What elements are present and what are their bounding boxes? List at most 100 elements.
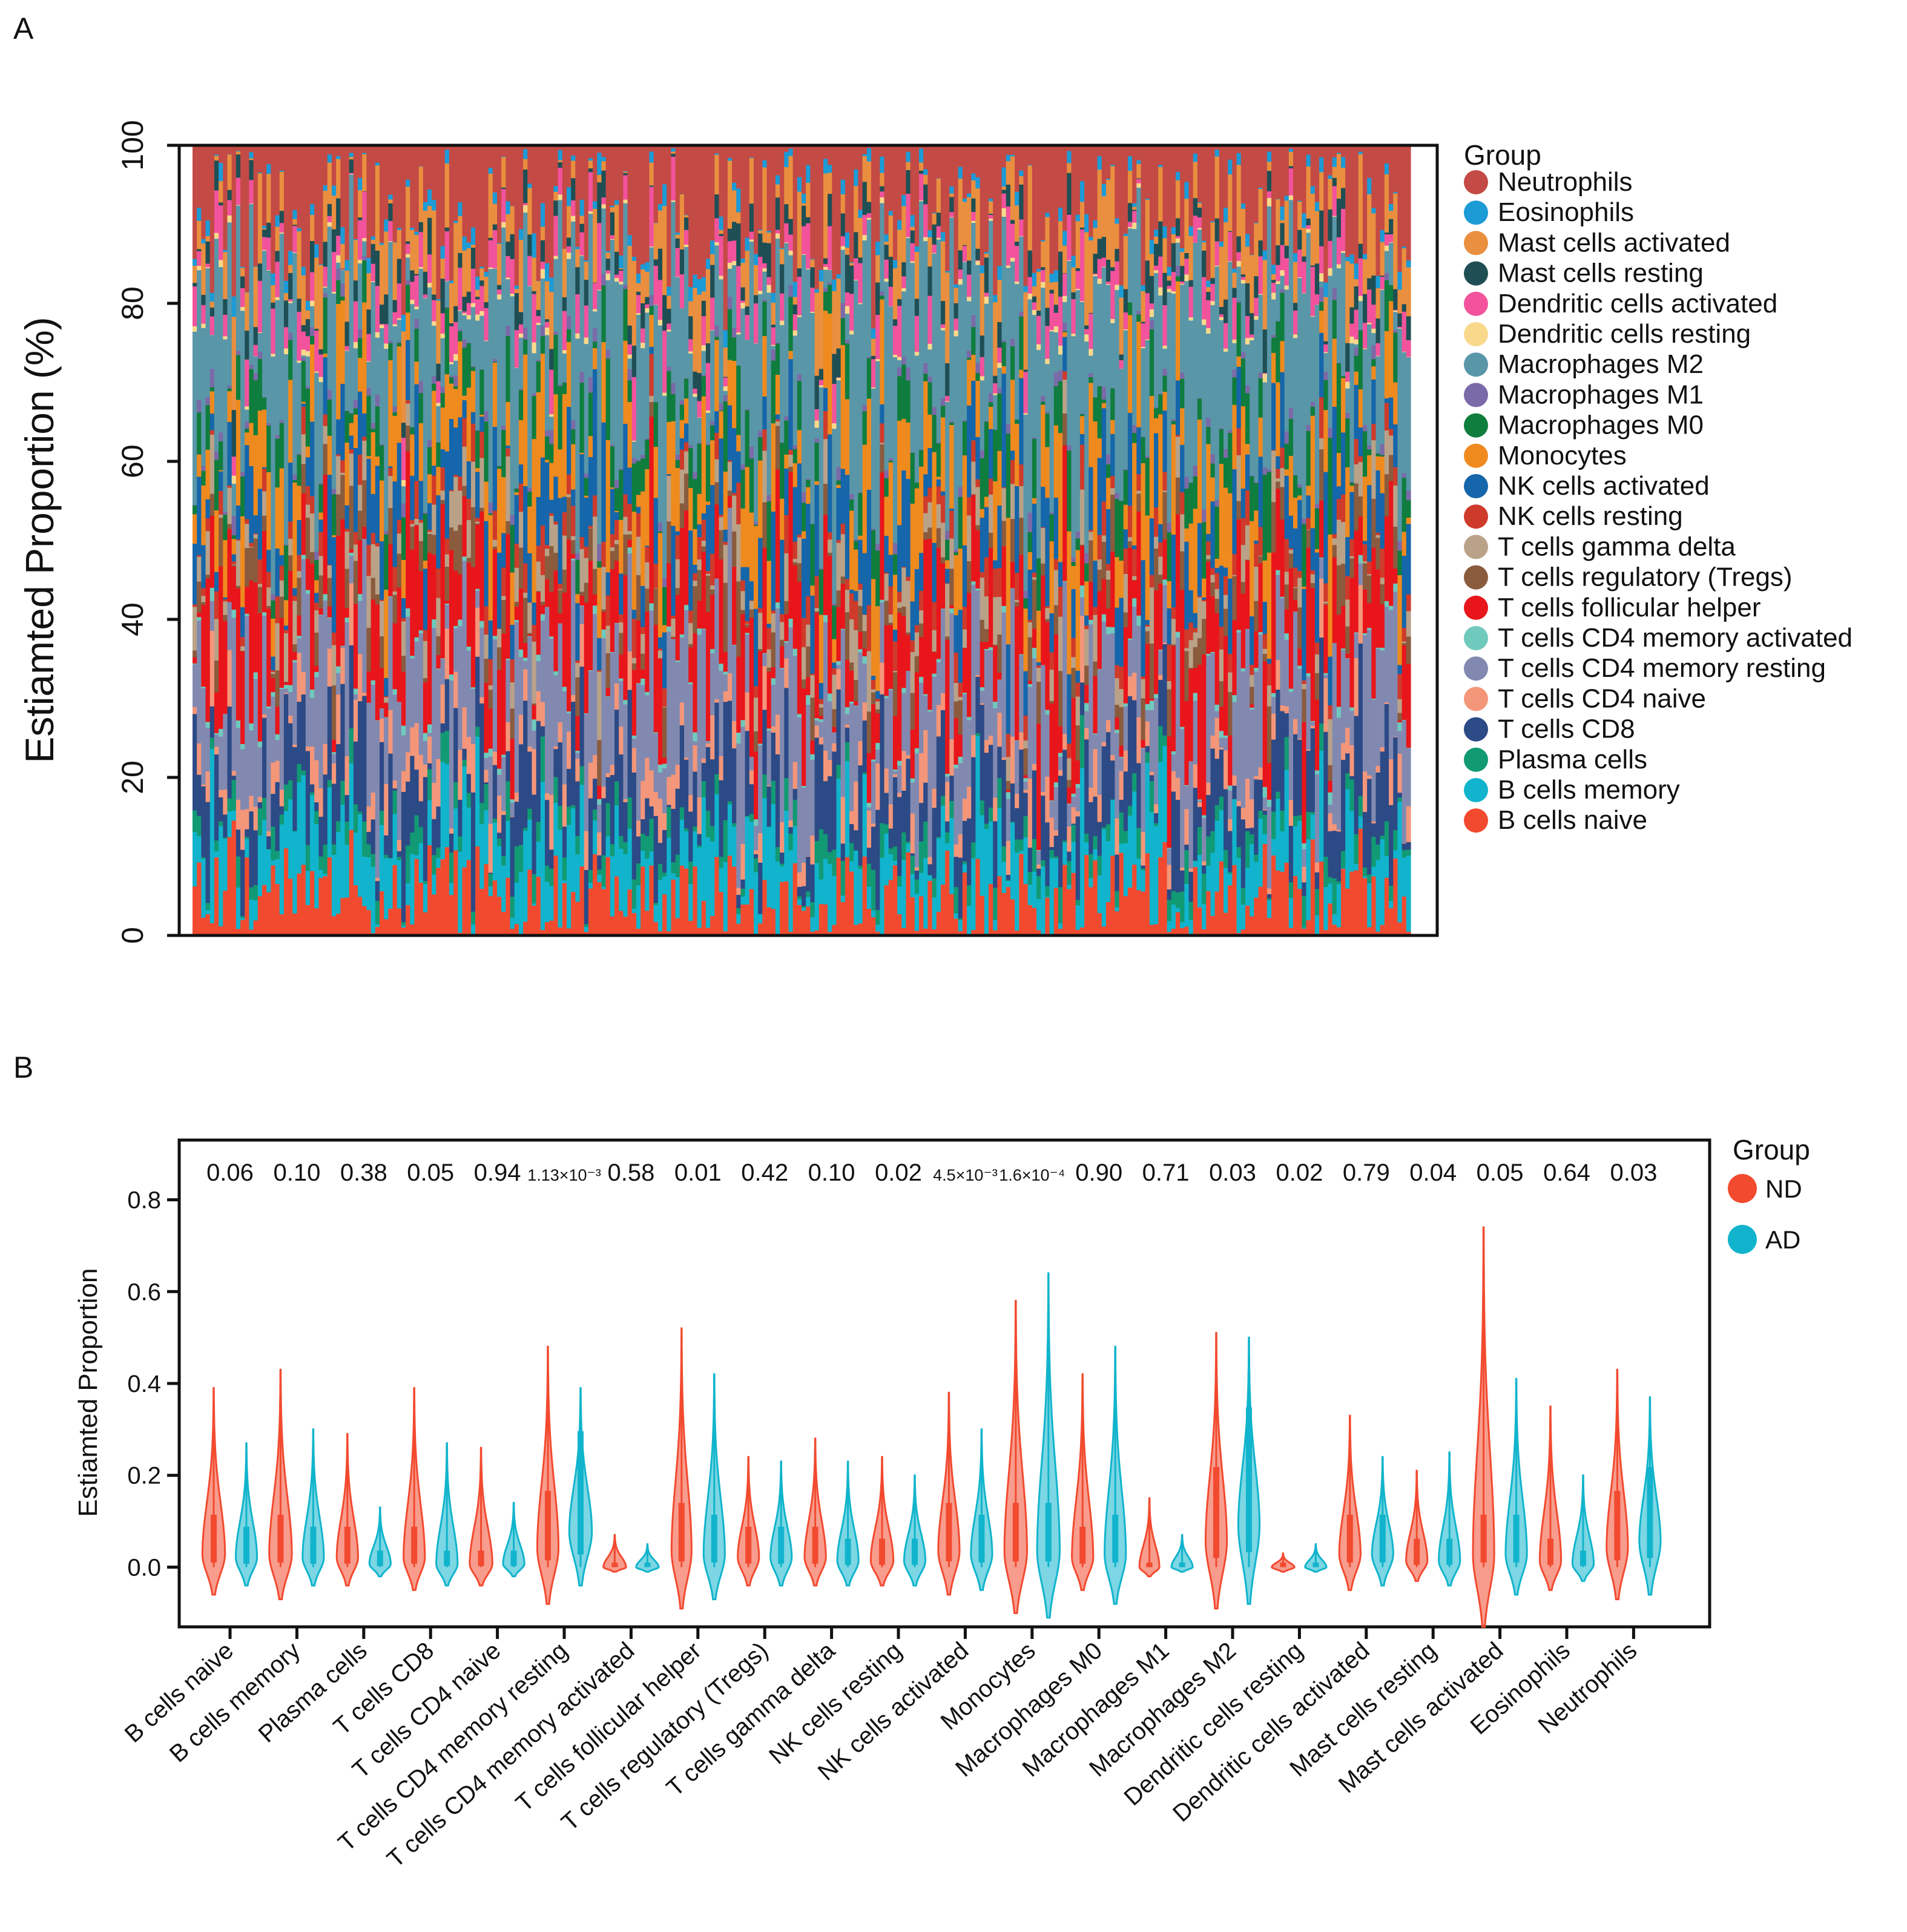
bar-segment-mast-cells-resting: [997, 321, 1003, 348]
bar-segment-t-cells-follicular-helper: [949, 604, 955, 608]
bar-segment-dendritic-cells-resting: [219, 260, 223, 268]
bar-segment-dendritic-cells-resting: [227, 215, 232, 223]
bar-segment-t-cells-regulatory-tregs: [605, 653, 611, 688]
bar-segment-macrophages-m1: [775, 341, 780, 344]
bar-segment-t-cells-cd8: [427, 763, 432, 770]
bar-segment-t-cells-cd4-memory-resting: [497, 774, 502, 796]
bar-segment-t-cells-gamma-delta: [497, 628, 502, 648]
bar-segment-mast-cells-activated: [945, 272, 950, 364]
bar-segment-mast-cells-resting: [888, 256, 894, 287]
bar-segment-dendritic-cells-activated: [388, 220, 394, 242]
bar-segment-t-cells-cd8: [1097, 822, 1102, 856]
bar-segment-t-cells-gamma-delta: [219, 514, 223, 518]
bar-segment-plasma-cells: [914, 879, 920, 894]
bar-segment-t-cells-cd4-memory-activated: [723, 671, 728, 674]
bar-segment-b-cells-naive: [231, 820, 237, 936]
bar-segment-t-cells-cd4-memory-resting: [449, 680, 454, 829]
bar-segment-nk-cells-resting: [945, 582, 950, 584]
bar-segment-t-cells-cd8: [1071, 823, 1076, 825]
bar-segment-nk-cells-resting: [792, 541, 798, 559]
bar-segment-b-cells-naive: [501, 911, 506, 936]
bar-segment-b-cells-memory: [209, 748, 215, 923]
bar-segment-dendritic-cells-activated: [1041, 269, 1046, 282]
bar-segment-eosinophils: [993, 295, 998, 303]
bar-segment-monocytes: [619, 519, 624, 574]
bar-segment-nk-cells-resting: [518, 483, 524, 512]
bar-segment-mast-cells-activated: [410, 229, 415, 271]
bar-segment-dendritic-cells-resting: [771, 345, 776, 346]
bar-segment-t-cells-gamma-delta: [358, 484, 363, 511]
bar-segment-nk-cells-activated: [362, 413, 367, 437]
bar-segment-mast-cells-resting: [732, 222, 737, 241]
bar-segment-macrophages-m1: [506, 325, 511, 337]
bar-segment-macrophages-m0: [653, 401, 659, 447]
bar-segment-mast-cells-activated: [975, 188, 981, 249]
bar-segment-nk-cells-activated: [484, 521, 489, 607]
bar-segment-t-cells-regulatory-tregs: [375, 594, 380, 605]
bar-segment-nk-cells-resting: [679, 449, 685, 470]
bar-segment-t-cells-cd8: [958, 857, 963, 918]
bar-segment-mast-cells-activated: [1032, 286, 1037, 297]
bar-segment-t-cells-regulatory-tregs: [301, 464, 306, 493]
bar-segment-b-cells-memory: [758, 914, 763, 924]
bar-segment-monocytes: [1015, 423, 1019, 486]
sample-bar: [545, 145, 550, 936]
bar-segment-eosinophils: [470, 227, 476, 245]
bar-segment-t-cells-follicular-helper: [723, 651, 728, 672]
bar-segment-t-cells-cd4-naive: [775, 714, 780, 754]
bar-segment-mast-cells-resting: [479, 280, 485, 286]
bar-segment-dendritic-cells-resting: [275, 297, 280, 300]
bar-segment-dendritic-cells-activated: [1027, 277, 1033, 294]
bar-segment-b-cells-naive: [1075, 929, 1081, 936]
bar-segment-macrophages-m0: [1084, 563, 1089, 582]
bar-segment-t-cells-regulatory-tregs: [866, 711, 872, 753]
bar-segment-eosinophils: [358, 177, 363, 191]
bar-segment-t-cells-cd4-memory-activated: [601, 629, 607, 639]
bar-segment-dendritic-cells-activated: [880, 191, 885, 197]
bar-segment-nk-cells-activated: [862, 553, 868, 615]
bar-segment-nk-cells-resting: [331, 632, 337, 645]
bar-segment-macrophages-m1: [488, 502, 493, 514]
bar-segment-macrophages-m0: [227, 388, 232, 392]
bar-segment-eosinophils: [536, 280, 541, 282]
bar-segment-plasma-cells: [288, 780, 293, 800]
bar-segment-monocytes: [1089, 383, 1094, 467]
bar-segment-t-cells-cd8: [536, 720, 541, 822]
bar-segment-dendritic-cells-resting: [331, 291, 337, 294]
bar-segment-eosinophils: [597, 152, 602, 175]
bar-segment-nk-cells-resting: [993, 568, 998, 598]
bar-segment-dendritic-cells-activated: [492, 229, 498, 269]
bar-segment-t-cells-follicular-helper: [984, 641, 989, 649]
bar-segment-t-cells-cd4-memory-activated: [266, 706, 271, 709]
bar-segment-t-cells-follicular-helper: [675, 595, 680, 661]
bar-segment-b-cells-naive: [497, 896, 502, 936]
bar-segment-mast-cells-resting: [1053, 304, 1059, 313]
bar-segment-t-cells-cd4-memory-activated: [806, 694, 811, 705]
bar-segment-plasma-cells: [836, 764, 842, 779]
bar-segment-macrophages-m1: [549, 429, 555, 444]
bar-segment-t-cells-regulatory-tregs: [645, 588, 650, 612]
bar-segment-b-cells-memory: [1115, 906, 1120, 912]
bar-segment-b-cells-naive: [657, 931, 663, 936]
bar-segment-neutrophils: [914, 145, 920, 246]
bar-segment-macrophages-m2: [984, 303, 989, 421]
bar-segment-t-cells-gamma-delta: [484, 634, 489, 659]
bar-segment-macrophages-m0: [710, 425, 715, 441]
bar-segment-t-cells-regulatory-tregs: [832, 708, 837, 727]
bar-segment-nk-cells-resting: [484, 606, 489, 635]
bar-segment-mast-cells-activated: [657, 210, 663, 249]
bar-segment-t-cells-cd4-memory-activated: [975, 588, 981, 591]
bar-segment-plasma-cells: [427, 769, 432, 800]
bar-segment-mast-cells-activated: [1036, 271, 1041, 311]
bar-segment-b-cells-memory: [227, 811, 232, 837]
bar-segment-monocytes: [736, 435, 741, 452]
bar-segment-t-cells-regulatory-tregs: [492, 546, 498, 550]
bar-segment-b-cells-memory: [253, 900, 259, 921]
bar-segment-b-cells-naive: [1015, 930, 1019, 936]
bar-segment-b-cells-naive: [514, 923, 519, 936]
bar-segment-monocytes: [940, 417, 946, 492]
bar-segment-t-cells-gamma-delta: [723, 544, 728, 583]
bar-segment-t-cells-cd4-memory-resting: [888, 690, 894, 805]
bar-segment-eosinophils: [410, 227, 415, 230]
bar-segment-macrophages-m0: [414, 328, 420, 362]
